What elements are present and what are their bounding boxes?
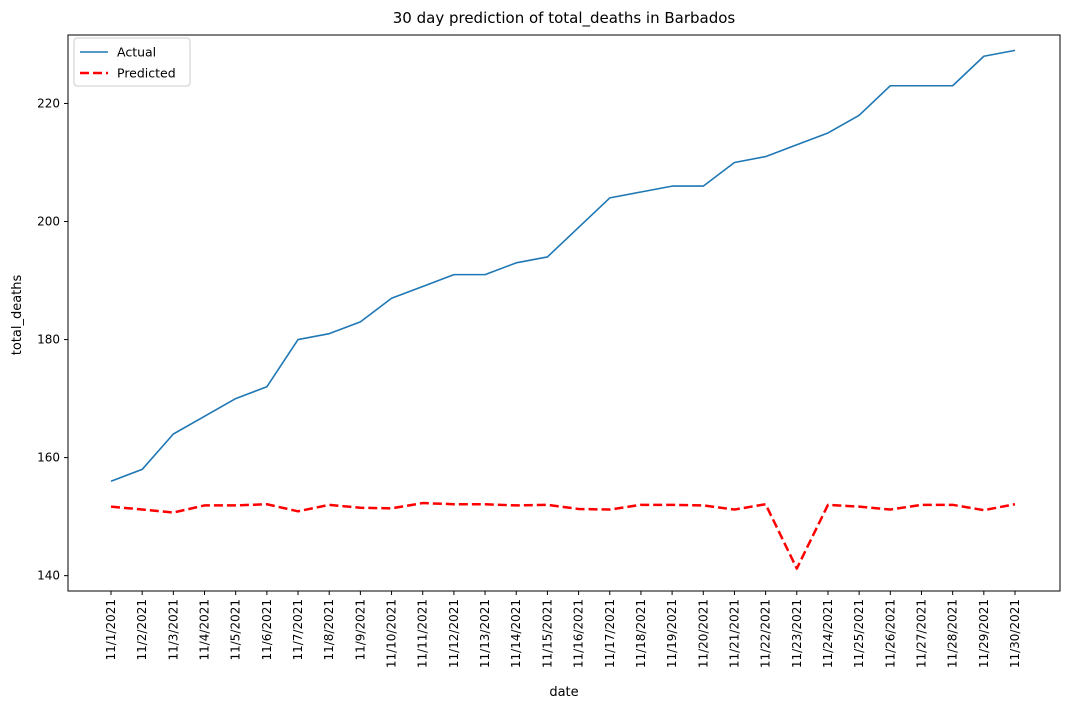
- x-tick-label: 11/7/2021: [291, 599, 305, 661]
- x-axis-label: date: [549, 685, 578, 700]
- x-tick-label: 11/13/2021: [478, 599, 492, 668]
- x-tick-label: 11/30/2021: [1008, 599, 1022, 668]
- x-tick-label: 11/24/2021: [821, 599, 835, 668]
- legend-box: [73, 37, 191, 87]
- x-tick-label: 11/23/2021: [790, 599, 804, 668]
- x-tick-label: 11/21/2021: [727, 599, 741, 668]
- y-tick-label: 180: [37, 333, 60, 347]
- x-tick-label: 11/14/2021: [509, 599, 523, 668]
- x-tick-label: 11/12/2021: [447, 599, 461, 668]
- plot-area: 140 160 180 200 220 11/1/2021 11/2/2021 11/3/20…: [37, 34, 1061, 668]
- y-tick-label: 200: [37, 215, 60, 229]
- x-tick-label: 11/15/2021: [540, 599, 554, 668]
- x-tick-label: 11/27/2021: [914, 599, 928, 668]
- legend-label-actual: Actual: [117, 45, 156, 60]
- x-tick-label: 11/28/2021: [946, 599, 960, 668]
- x-tick-label: 11/29/2021: [977, 599, 991, 668]
- y-tick-label: 220: [37, 96, 60, 110]
- x-tick-label: 11/11/2021: [416, 599, 430, 668]
- x-tick-label: 11/22/2021: [759, 599, 773, 668]
- x-tick-label: 11/10/2021: [385, 599, 399, 668]
- x-tick-label: 11/16/2021: [572, 599, 586, 668]
- plot-frame: [67, 34, 1061, 592]
- x-tick-label: 11/20/2021: [696, 599, 710, 668]
- x-tick-label: 11/5/2021: [229, 599, 243, 661]
- x-tick-label: 11/25/2021: [852, 599, 866, 668]
- x-tick-label: 11/18/2021: [634, 599, 648, 668]
- y-axis-label: total_deaths: [10, 275, 25, 356]
- chart-title: 30 day prediction of total_deaths in Bar…: [393, 9, 736, 28]
- x-tick-label: 11/3/2021: [166, 599, 180, 661]
- legend: Actual Predicted: [73, 37, 191, 87]
- x-tick-label: 11/17/2021: [603, 599, 617, 668]
- legend-label-predicted: Predicted: [117, 66, 176, 81]
- x-tick-label: 11/9/2021: [353, 599, 367, 661]
- x-tick-label: 11/19/2021: [665, 599, 679, 668]
- x-tick-label: 11/6/2021: [260, 599, 274, 661]
- y-tick-label: 160: [37, 451, 60, 465]
- series-line-predicted: [110, 501, 1016, 570]
- series-line-actual: [110, 49, 1016, 482]
- x-tick-label: 11/8/2021: [322, 599, 336, 661]
- x-tick-label: 11/2/2021: [135, 599, 149, 661]
- y-tick-label: 140: [37, 569, 60, 583]
- x-tick-label: 11/4/2021: [198, 599, 212, 661]
- x-tick-label: 11/1/2021: [104, 599, 118, 661]
- x-tick-label: 11/26/2021: [883, 599, 897, 668]
